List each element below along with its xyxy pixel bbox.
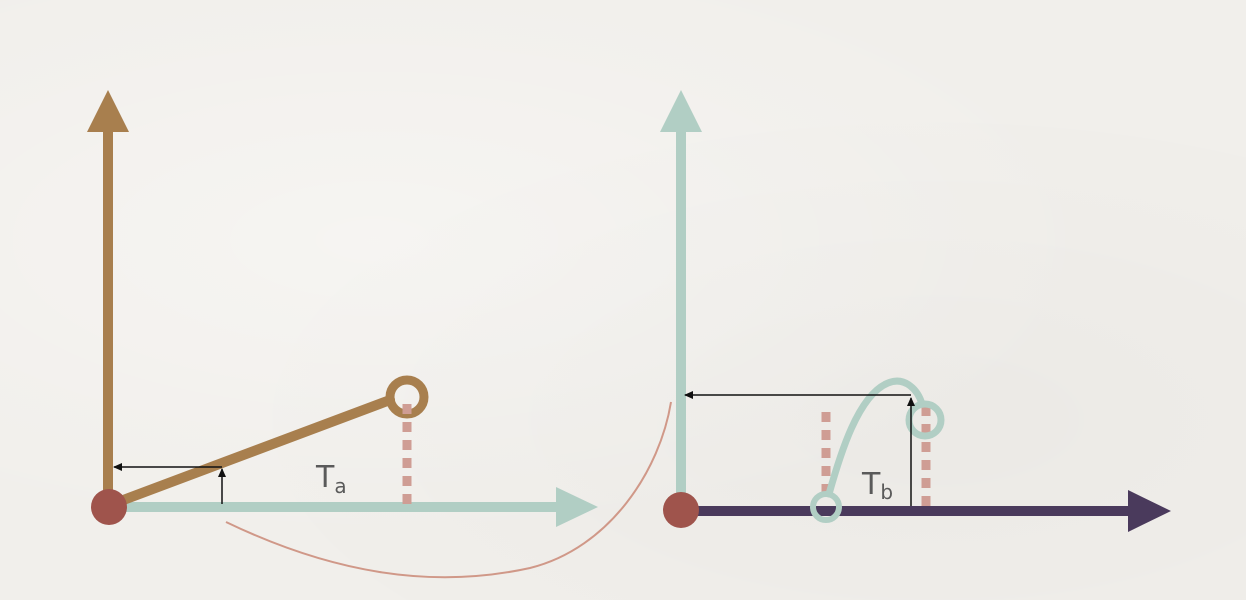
left-label-sub: a bbox=[334, 474, 346, 498]
left-label: Ta bbox=[315, 460, 347, 498]
left-origin-dot bbox=[91, 489, 127, 525]
right-vector-endpoint bbox=[905, 400, 945, 440]
right-vector-start bbox=[810, 491, 842, 523]
right-label-sub: b bbox=[880, 480, 893, 504]
right-x-axis-arrowhead bbox=[1128, 490, 1171, 532]
left-frame: Ta bbox=[87, 90, 598, 527]
right-curved-vector bbox=[825, 377, 926, 498]
left-label-main: T bbox=[315, 460, 335, 495]
left-vector bbox=[105, 395, 395, 510]
right-label-main: T bbox=[861, 467, 881, 502]
right-origin-dot bbox=[663, 492, 699, 528]
left-x-axis-arrowhead bbox=[556, 487, 598, 527]
right-frame: Tb bbox=[660, 90, 1171, 532]
right-y-axis-arrowhead bbox=[660, 90, 702, 132]
connecting-arc bbox=[225, 401, 672, 579]
left-y-axis-arrowhead bbox=[87, 90, 129, 132]
right-label: Tb bbox=[861, 467, 893, 504]
